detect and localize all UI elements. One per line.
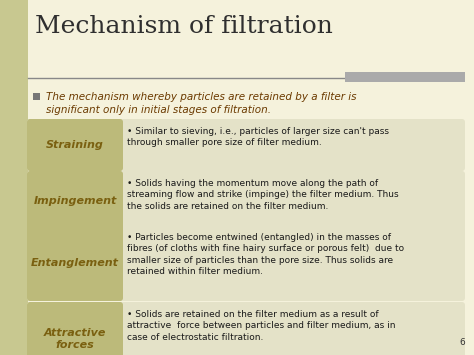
Text: Mechanism of filtration: Mechanism of filtration xyxy=(35,15,333,38)
FancyBboxPatch shape xyxy=(27,225,123,301)
FancyBboxPatch shape xyxy=(27,119,465,171)
Text: Impingement: Impingement xyxy=(33,196,117,206)
FancyBboxPatch shape xyxy=(27,171,123,231)
Text: • Particles become entwined (entangled) in the masses of
fibres (of cloths with : • Particles become entwined (entangled) … xyxy=(127,233,404,276)
Bar xyxy=(345,72,465,82)
Text: Straining: Straining xyxy=(46,140,104,150)
Text: Entanglement: Entanglement xyxy=(31,258,119,268)
Text: • Solids having the momentum move along the path of
streaming flow and strike (i: • Solids having the momentum move along … xyxy=(127,179,399,211)
Text: 6: 6 xyxy=(459,338,465,347)
FancyBboxPatch shape xyxy=(27,302,465,355)
FancyBboxPatch shape xyxy=(27,119,123,171)
Bar xyxy=(33,93,40,100)
Bar xyxy=(0,0,28,355)
Text: significant only in initial stages of filtration.: significant only in initial stages of fi… xyxy=(46,105,271,115)
Text: • Similar to sieving, i.e., particles of larger size can't pass
through smaller : • Similar to sieving, i.e., particles of… xyxy=(127,127,389,147)
Text: The mechanism whereby particles are retained by a filter is: The mechanism whereby particles are reta… xyxy=(46,92,356,102)
Text: Attractive
forces: Attractive forces xyxy=(44,328,106,350)
FancyBboxPatch shape xyxy=(27,171,465,231)
FancyBboxPatch shape xyxy=(27,302,123,355)
Text: • Solids are retained on the filter medium as a result of
attractive  force betw: • Solids are retained on the filter medi… xyxy=(127,310,395,342)
FancyBboxPatch shape xyxy=(27,225,465,301)
